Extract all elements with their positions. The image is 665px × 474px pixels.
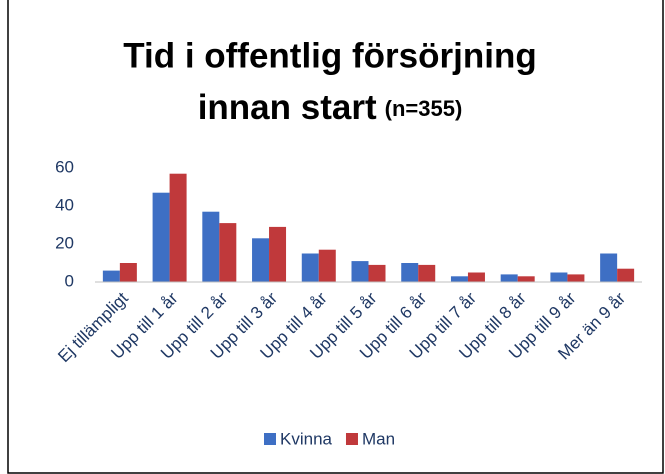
bar: [401, 263, 419, 282]
bar: [351, 261, 369, 282]
legend-swatch: [345, 433, 358, 445]
legend-swatch: [264, 433, 276, 445]
bar: [152, 192, 170, 282]
bar: [219, 223, 237, 282]
bar: [450, 276, 468, 282]
bar: [500, 274, 518, 282]
bar: [600, 253, 618, 282]
bar: [550, 272, 568, 282]
y-tick-label: 0: [65, 271, 74, 290]
bar: [567, 274, 585, 282]
bar: [252, 238, 270, 282]
bar: [169, 173, 187, 282]
legend-label: Man: [362, 429, 395, 448]
chart-title-line: innan start (n=355): [198, 88, 463, 127]
chart-border: [7, 0, 664, 474]
chart-subtitle: (n=355): [385, 96, 463, 121]
bar: [102, 270, 120, 282]
legend-label: Kvinna: [280, 429, 333, 448]
bar: [318, 249, 336, 282]
chart-title: innan start: [198, 88, 377, 127]
bar: [418, 264, 436, 282]
bar: [119, 263, 137, 282]
bar: [202, 211, 220, 282]
bar: [617, 268, 635, 282]
y-tick-label: 20: [55, 233, 74, 252]
bar: [467, 272, 485, 282]
bar: [368, 264, 386, 282]
y-tick-label: 60: [55, 157, 74, 176]
bar: [301, 253, 319, 282]
bar: [269, 226, 287, 282]
chart-title: Tid i offentlig försörjning: [123, 36, 536, 75]
bar: [517, 276, 535, 282]
y-tick-label: 40: [55, 195, 74, 214]
